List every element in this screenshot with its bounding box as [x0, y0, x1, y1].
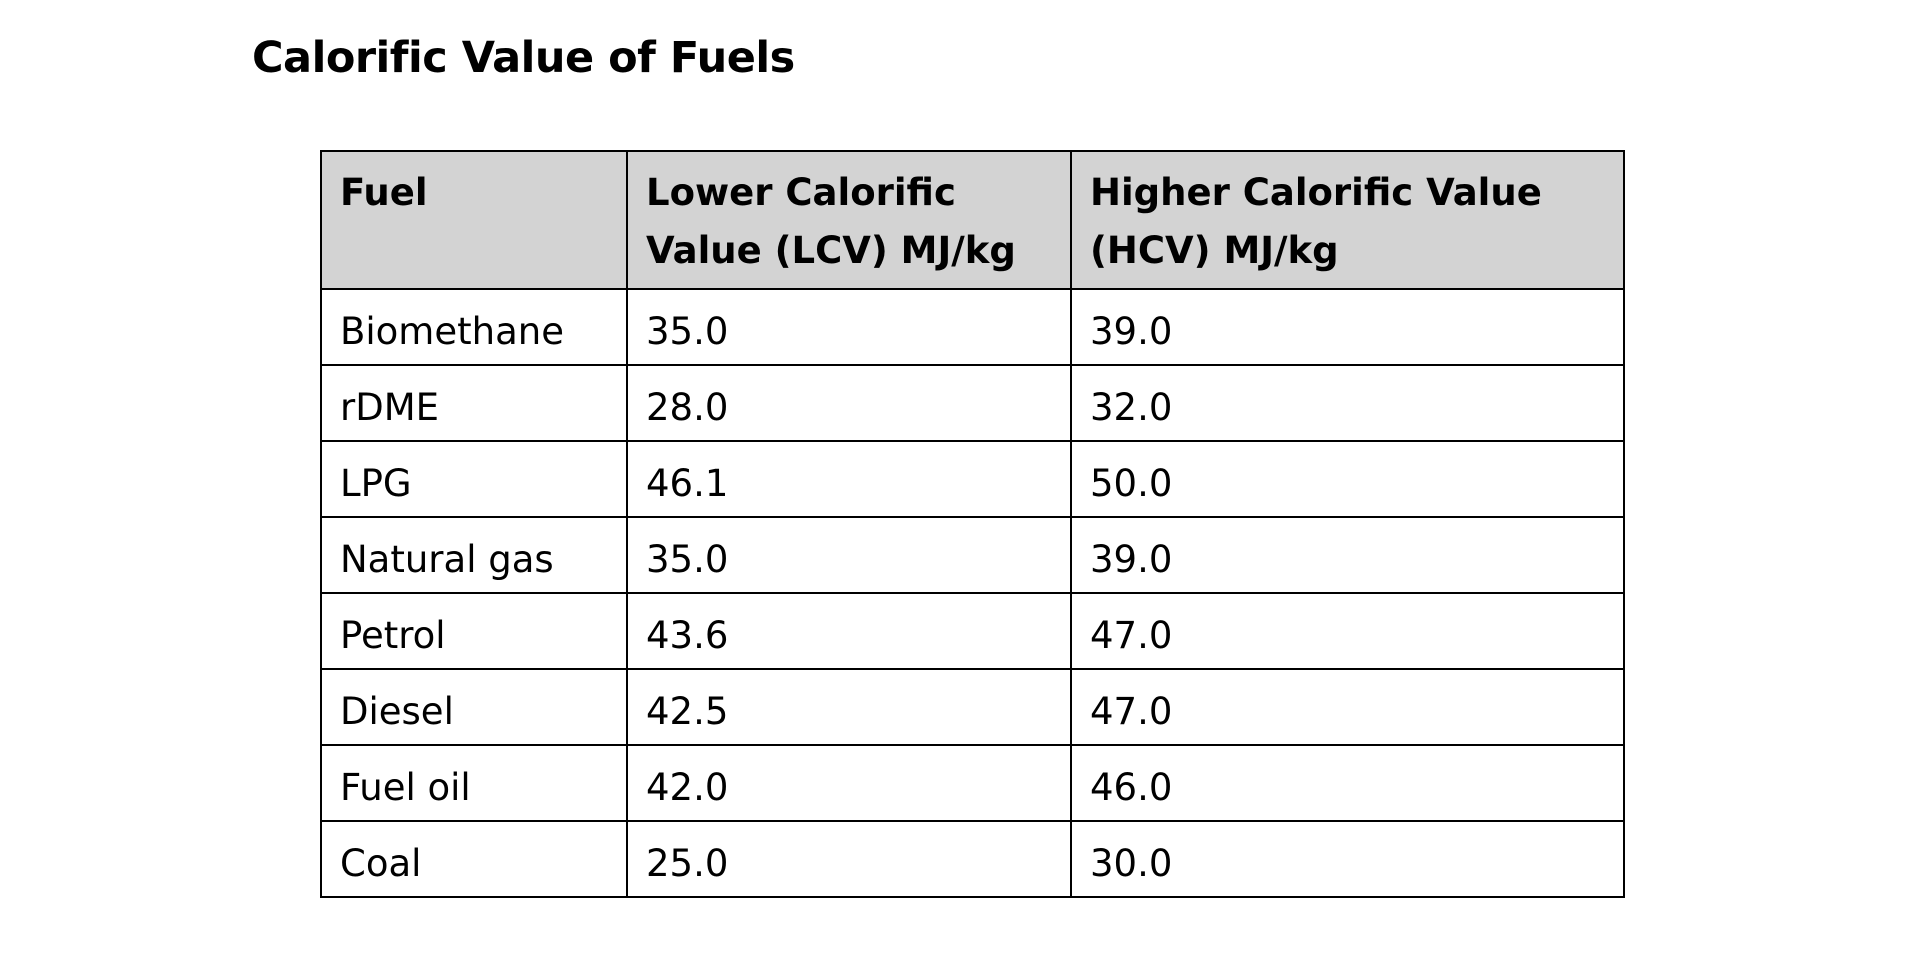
table-row: Natural gas 35.0 39.0 [320, 516, 1625, 594]
hcv-cell: 30.0 [1070, 820, 1625, 898]
lcv-cell: 43.6 [626, 592, 1072, 670]
column-header-lcv: Lower Calorific Value (LCV) MJ/kg [626, 150, 1072, 290]
lcv-cell: 35.0 [626, 288, 1072, 366]
table-row: Petrol 43.6 47.0 [320, 592, 1625, 670]
hcv-cell: 47.0 [1070, 668, 1625, 746]
table-header-row: Fuel Lower Calorific Value (LCV) MJ/kg H… [320, 150, 1625, 290]
fuel-cell: Fuel oil [320, 744, 628, 822]
document-title: Calorific Value of Fuels [252, 33, 795, 83]
table-row: Biomethane 35.0 39.0 [320, 288, 1625, 366]
column-header-hcv: Higher Calorific Value (HCV) MJ/kg [1070, 150, 1625, 290]
lcv-cell: 35.0 [626, 516, 1072, 594]
column-header-fuel: Fuel [320, 150, 628, 290]
fuel-cell: rDME [320, 364, 628, 442]
lcv-cell: 28.0 [626, 364, 1072, 442]
lcv-cell: 25.0 [626, 820, 1072, 898]
table-row: LPG 46.1 50.0 [320, 440, 1625, 518]
fuel-cell: LPG [320, 440, 628, 518]
hcv-cell: 47.0 [1070, 592, 1625, 670]
lcv-cell: 46.1 [626, 440, 1072, 518]
table-row: rDME 28.0 32.0 [320, 364, 1625, 442]
fuel-cell: Petrol [320, 592, 628, 670]
fuel-cell: Biomethane [320, 288, 628, 366]
table-row: Coal 25.0 30.0 [320, 820, 1625, 898]
table-row: Diesel 42.5 47.0 [320, 668, 1625, 746]
fuel-cell: Diesel [320, 668, 628, 746]
hcv-cell: 39.0 [1070, 516, 1625, 594]
hcv-cell: 32.0 [1070, 364, 1625, 442]
calorific-value-table: Fuel Lower Calorific Value (LCV) MJ/kg H… [320, 150, 1625, 898]
fuel-cell: Coal [320, 820, 628, 898]
lcv-cell: 42.0 [626, 744, 1072, 822]
lcv-cell: 42.5 [626, 668, 1072, 746]
fuel-cell: Natural gas [320, 516, 628, 594]
hcv-cell: 46.0 [1070, 744, 1625, 822]
table-row: Fuel oil 42.0 46.0 [320, 744, 1625, 822]
hcv-cell: 39.0 [1070, 288, 1625, 366]
hcv-cell: 50.0 [1070, 440, 1625, 518]
